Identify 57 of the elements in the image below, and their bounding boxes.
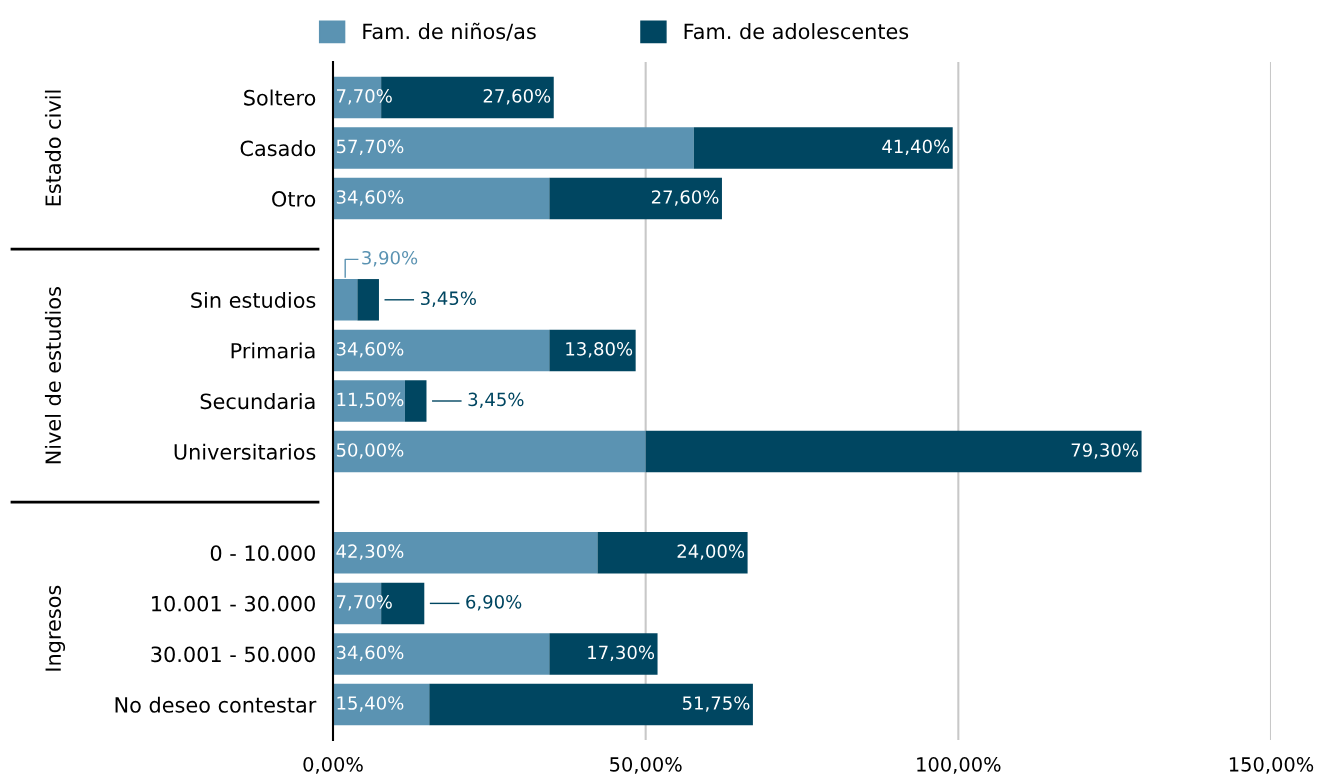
y-tick-label: Casado: [240, 140, 316, 157]
y-tick-label: Soltero: [244, 89, 316, 106]
data-label: 15,40%: [337, 696, 404, 712]
bar: [333, 683, 430, 726]
y-tick-label: Otro: [272, 191, 316, 207]
x-tick-label: 0,00%: [303, 757, 363, 774]
data-label: 57,70%: [336, 139, 404, 156]
data-label: 13,80%: [566, 341, 633, 358]
x-tick-label: 100,00%: [917, 757, 1001, 774]
bar: [404, 380, 427, 422]
data-label: 27,60%: [651, 190, 719, 206]
data-label: 34,60%: [336, 190, 404, 206]
bar: [333, 430, 646, 473]
data-label: 34,60%: [336, 645, 404, 662]
bar: [333, 127, 694, 169]
data-label: 3,45%: [420, 291, 476, 307]
bar: [693, 127, 953, 169]
data-label: 50,00%: [336, 443, 404, 459]
bar: [429, 683, 753, 726]
data-label: 17,30%: [588, 645, 655, 662]
data-label: 42,30%: [336, 544, 404, 560]
data-label: 41,40%: [882, 139, 950, 156]
bar: [357, 279, 379, 321]
y-tick-label: Universitarios: [174, 443, 316, 460]
bar: [549, 633, 658, 675]
y-tick-label: Secundaria: [200, 393, 315, 410]
data-label: 3,45%: [468, 392, 524, 409]
y-tick-label: 30.001 - 50.000: [151, 646, 315, 663]
legend-label: Fam. de niños/as: [363, 22, 536, 41]
bar: [333, 329, 550, 372]
data-label: 51,75%: [682, 696, 750, 712]
data-label: 79,30%: [1071, 443, 1139, 459]
bar: [333, 633, 550, 675]
bar: [333, 380, 405, 422]
data-label: 34,60%: [336, 341, 404, 358]
bar: [549, 177, 722, 220]
x-tick-label: 50,00%: [610, 757, 682, 774]
text: Ingresos: [45, 585, 66, 671]
data-label: 24,00%: [677, 544, 745, 560]
data-label: 6,90%: [466, 594, 522, 611]
bar: [549, 329, 636, 372]
data-label: 3,90%: [362, 250, 418, 267]
bar: [333, 532, 598, 574]
y-tick-label: 0 - 10.000: [210, 545, 315, 561]
y-tick-label: No deseo contestar: [115, 696, 317, 713]
x-tick-label: 150,00%: [1229, 757, 1314, 774]
y-tick-label: Sin estudios: [191, 291, 316, 309]
data-label: 27,60%: [483, 89, 551, 105]
legend-label: Fam. de adolescentes: [684, 23, 909, 40]
data-label: 11,50%: [337, 392, 404, 409]
y-tick-label: 10.001 - 30.000: [152, 595, 315, 612]
text: Nivel de estudios: [44, 287, 62, 464]
text: Estado civil: [44, 90, 62, 206]
bar: [597, 532, 748, 574]
bar: [333, 177, 550, 220]
y-tick-label: Primaria: [231, 342, 315, 359]
bar: [645, 430, 1142, 473]
